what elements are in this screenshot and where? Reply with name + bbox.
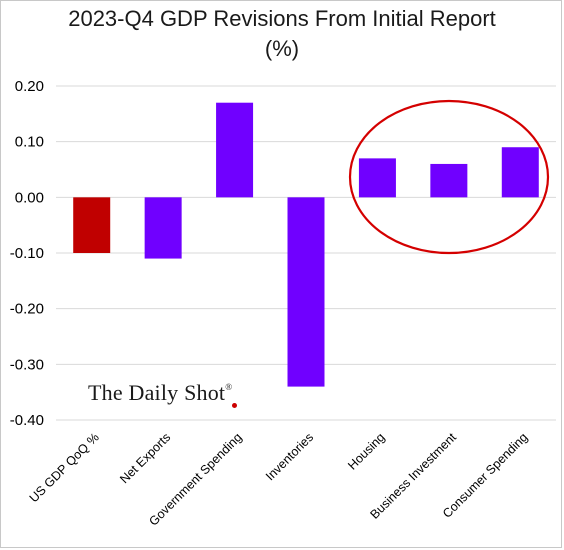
y-tick-label: 0.10 <box>15 134 44 151</box>
bar <box>358 158 396 198</box>
x-category-label: Net Exports <box>117 430 173 486</box>
bars <box>73 102 539 387</box>
y-tick-label: -0.20 <box>10 301 44 318</box>
bar <box>430 163 468 198</box>
watermark-text: The Daily Shot <box>88 380 226 405</box>
x-category-label: Housing <box>345 430 387 472</box>
y-tick-label: -0.10 <box>10 245 44 262</box>
bar <box>216 102 254 198</box>
bar <box>287 197 325 387</box>
watermark-dot <box>232 403 237 408</box>
registered-mark: ® <box>225 382 233 392</box>
y-axis-ticks: 0.20 0.10 0.00 -0.10 -0.20 -0.30 -0.40 <box>10 78 44 429</box>
bar <box>501 147 539 198</box>
y-tick-label: 0.00 <box>15 189 44 206</box>
y-tick-label: 0.20 <box>15 78 44 95</box>
x-category-label: US GDP QoQ % <box>27 430 102 505</box>
y-tick-label: -0.30 <box>10 356 44 373</box>
bar <box>73 197 111 253</box>
bar <box>144 197 182 259</box>
highlight-ellipse <box>348 99 550 255</box>
chart-title: 2023-Q4 GDP Revisions From Initial Repor… <box>68 6 496 31</box>
chart-title-unit: (%) <box>264 36 300 61</box>
watermark-logo: The Daily Shot® <box>88 380 232 406</box>
y-tick-label: -0.40 <box>10 412 44 429</box>
x-category-label: Inventories <box>263 430 316 483</box>
